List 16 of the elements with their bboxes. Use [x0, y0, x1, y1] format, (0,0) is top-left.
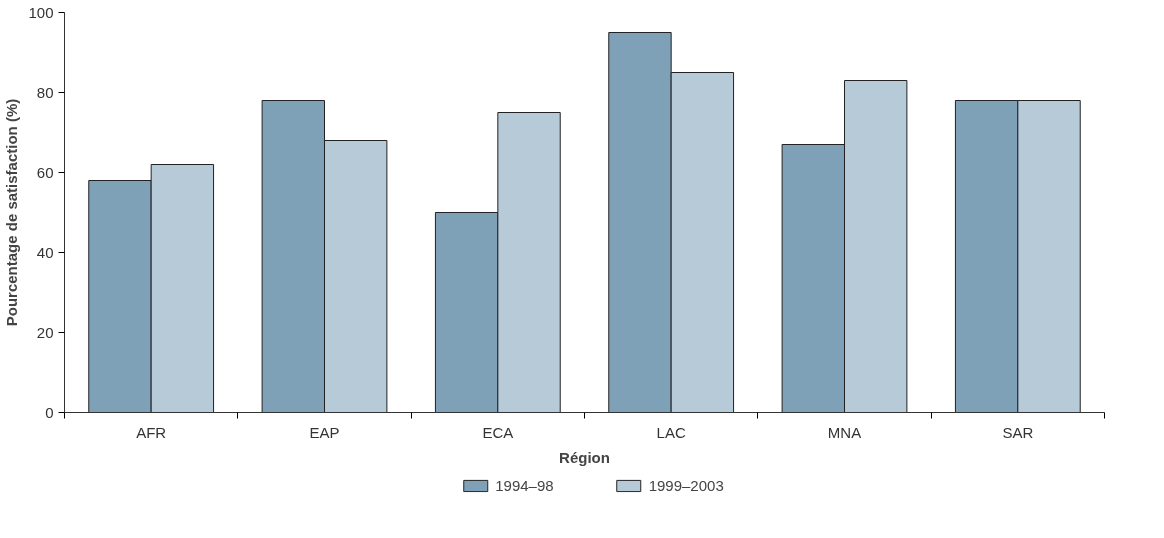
y-tick-label: 100 [28, 3, 54, 21]
y-axis-title: Pourcentage de satisfaction (%) [3, 98, 21, 327]
x-axis-title: Région [559, 448, 610, 466]
legend-label: 1994–98 [495, 476, 554, 494]
x-tick-label: LAC [656, 423, 686, 441]
x-tick-label: EAP [309, 423, 340, 441]
x-tick-label: MNA [827, 423, 862, 441]
y-tick-label: 0 [45, 403, 54, 421]
y-tick-label: 20 [36, 323, 54, 341]
x-tick-label: AFR [136, 423, 167, 441]
x-tick-label: ECA [482, 423, 514, 441]
x-tick-label: SAR [1002, 423, 1034, 441]
y-tick-label: 80 [36, 83, 54, 101]
y-tick-label: 40 [36, 243, 54, 261]
legend-label: 1999–2003 [648, 476, 724, 494]
y-tick-label: 60 [36, 163, 54, 181]
